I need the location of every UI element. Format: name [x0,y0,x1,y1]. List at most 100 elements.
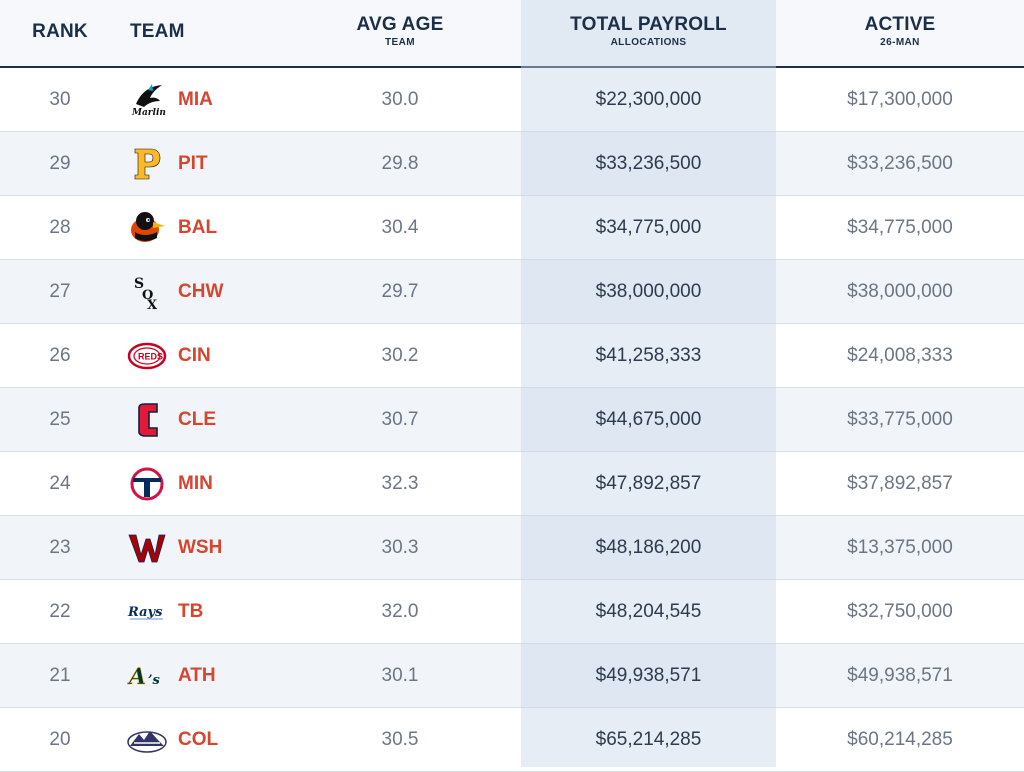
rank-cell: 26 [49,345,71,366]
table-row[interactable]: 22 Rays TB 32.0 $48,204,545 $32,750,000 [0,580,1024,644]
team-link[interactable]: MIN [178,473,213,494]
team-link[interactable]: BAL [178,217,218,238]
column-header-active[interactable]: ACTIVE 26-MAN [776,14,1024,48]
table-row[interactable]: 28 BAL 30.4 $34,775,000 $34,775,000 [0,196,1024,260]
column-header-total-payroll[interactable]: TOTAL PAYROLL ALLOCATIONS [521,14,776,48]
avg-age-cell: 30.4 [381,217,419,238]
column-header-label: TOTAL PAYROLL [570,14,727,35]
team-link[interactable]: CLE [178,409,216,430]
avg-age-cell: 30.3 [381,537,419,558]
twins-logo-icon [126,452,168,515]
svg-text:Rays: Rays [127,605,163,620]
table-row[interactable]: 29 PIT 29.8 $33,236,500 $33,236,500 [0,132,1024,196]
active-payroll-cell: $34,775,000 [847,217,953,238]
team-link[interactable]: TB [178,601,204,622]
rank-cell: 28 [49,217,71,238]
avg-age-cell: 30.5 [381,729,419,750]
column-header-sublabel: 26-MAN [880,37,920,48]
rank-cell: 25 [49,409,71,430]
total-payroll-cell: $48,204,545 [595,601,702,622]
avg-age-cell: 30.7 [381,409,419,430]
rank-cell: 23 [49,537,71,558]
rank-cell: 29 [49,153,71,174]
team-link[interactable]: COL [178,729,219,750]
marlins-logo-icon: Marlins [126,68,168,131]
rank-cell: 22 [49,601,71,622]
orioles-logo-icon [126,196,168,259]
table-row[interactable]: 27 S O X CHW 29.7 $38,000,000 $38,000,000 [0,260,1024,324]
active-payroll-cell: $32,750,000 [847,601,953,622]
column-header-avg-age[interactable]: AVG AGE TEAM [330,14,470,48]
athletics-logo-icon: A’s [126,644,168,707]
svg-text:A: A [127,664,146,690]
svg-text:Marlins: Marlins [131,108,166,118]
total-payroll-cell: $47,892,857 [595,473,702,494]
column-header-label: RANK [32,21,88,42]
team-link[interactable]: CHW [178,281,224,302]
total-payroll-cell: $34,775,000 [595,217,702,238]
avg-age-cell: 32.0 [381,601,419,622]
rank-cell: 30 [49,89,71,110]
column-header-sublabel: ALLOCATIONS [610,37,687,48]
active-payroll-cell: $37,892,857 [847,473,953,494]
total-payroll-cell: $44,675,000 [595,409,702,430]
table-row[interactable]: 23 WSH 30.3 $48,186,200 $13,375,000 [0,516,1024,580]
svg-text:O: O [142,288,153,303]
rank-cell: 24 [49,473,71,494]
table-row[interactable]: 24 MIN 32.3 $47,892,857 $37,892,857 [0,452,1024,516]
avg-age-cell: 29.7 [381,281,419,302]
rank-cell: 21 [49,665,71,686]
active-payroll-cell: $33,236,500 [847,153,953,174]
avg-age-cell: 30.2 [381,345,419,366]
total-payroll-cell: $38,000,000 [595,281,702,302]
rays-logo-icon: Rays [126,580,168,643]
nationals-logo-icon [126,516,168,579]
svg-text:S: S [134,276,144,292]
total-payroll-cell: $48,186,200 [595,537,702,558]
svg-text:X: X [147,298,158,311]
active-payroll-cell: $24,008,333 [847,345,953,366]
total-payroll-cell: $41,258,333 [595,345,702,366]
pirates-logo-icon [126,132,168,195]
total-payroll-cell: $22,300,000 [595,89,702,110]
column-header-label: ACTIVE [864,14,936,35]
active-payroll-cell: $13,375,000 [847,537,953,558]
team-link[interactable]: WSH [178,537,223,558]
column-header-rank[interactable]: RANK [18,14,102,43]
active-payroll-cell: $33,775,000 [847,409,953,430]
avg-age-cell: 30.0 [381,89,419,110]
total-payroll-cell: $33,236,500 [595,153,702,174]
avg-age-cell: 30.1 [381,665,419,686]
active-payroll-cell: $17,300,000 [847,89,953,110]
rank-cell: 20 [49,729,71,750]
column-header-label: TEAM [130,21,185,42]
table-body: 30 Marlins MIA 30.0 $22,300,000 $17,300,000 29… [0,68,1024,772]
table-row[interactable]: 30 Marlins MIA 30.0 $22,300,000 $17,300,000 [0,68,1024,132]
svg-text:REDS: REDS [138,351,163,361]
active-payroll-cell: $49,938,571 [847,665,953,686]
rank-cell: 27 [49,281,71,302]
table-row[interactable]: 25 CLE 30.7 $44,675,000 $33,775,000 [0,388,1024,452]
total-payroll-cell: $49,938,571 [595,665,702,686]
team-link[interactable]: CIN [178,345,211,366]
svg-text:’s: ’s [148,673,161,688]
rockies-logo-icon [126,708,168,771]
team-link[interactable]: PIT [178,153,208,174]
reds-logo-icon: REDS [126,324,168,387]
column-header-label: AVG AGE [356,14,444,35]
active-payroll-cell: $60,214,285 [847,729,953,750]
avg-age-cell: 29.8 [381,153,419,174]
total-payroll-cell: $65,214,285 [595,729,702,750]
team-link[interactable]: ATH [178,665,216,686]
guardians-logo-icon [126,388,168,451]
column-header-sublabel: TEAM [385,37,415,48]
table-row[interactable]: 20 COL 30.5 $65,214,285 $60,214,285 [0,708,1024,772]
avg-age-cell: 32.3 [381,473,419,494]
table-row[interactable]: 26 REDS CIN 30.2 $41,258,333 $24,008,333 [0,324,1024,388]
table-header: RANK TEAM AVG AGE TEAM TOTAL PAYROLL ALL… [0,0,1024,68]
team-link[interactable]: MIA [178,89,213,110]
column-header-team[interactable]: TEAM [130,14,210,43]
table-row[interactable]: 21 A’s ATH 30.1 $49,938,571 $49,938,571 [0,644,1024,708]
